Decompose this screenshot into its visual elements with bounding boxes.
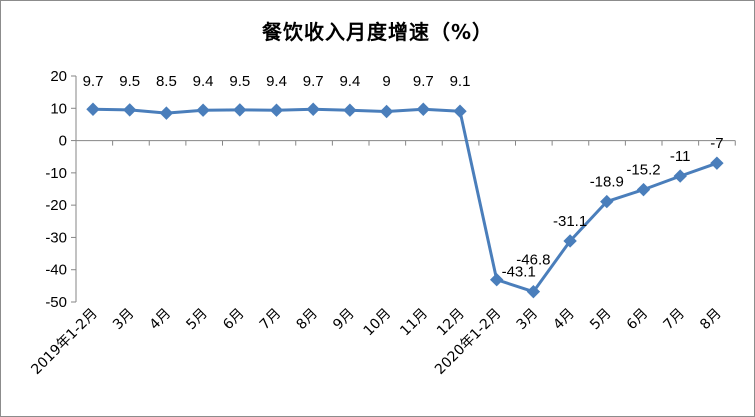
data-label: 9 [382,73,390,90]
x-tick-label: 9月 [330,306,358,334]
data-point [159,106,174,120]
data-point [489,273,504,287]
x-tick-label: 8月 [294,306,322,334]
x-tick-label: 7月 [661,306,689,334]
x-tick-label: 3月 [110,306,138,334]
data-label: 9.4 [266,73,287,90]
x-tick-label: 7月 [257,306,285,334]
data-label: -15.2 [626,162,660,179]
data-label: -43.1 [502,264,536,281]
data-point [710,156,724,170]
x-tick-label: 4月 [550,306,578,334]
x-tick-label: 10月 [361,306,395,340]
x-tick-label: 6月 [220,306,248,334]
chart-title: 餐饮收入月度增速（%） [261,20,494,44]
data-label: 9.7 [83,73,104,90]
data-label: -7 [710,135,723,152]
data-label: 9.5 [119,73,140,90]
data-point [306,102,320,116]
data-label: 9.1 [450,73,471,90]
x-tick-label: 3月 [514,306,542,334]
series-line [92,107,718,294]
y-tick-label: -20 [45,197,67,214]
data-label: -46.8 [516,252,550,269]
data-point [636,182,651,197]
data-label: 9.7 [303,73,324,90]
x-tick-label: 2020年1-2月 [432,306,504,378]
data-label: 9.4 [339,73,360,90]
x-tick-label: 11月 [397,306,431,340]
data-label: 9.4 [193,73,214,90]
y-tick-label: -30 [45,229,67,246]
x-tick-label: 2019年1-2月 [28,306,100,378]
data-label: 9.5 [229,73,250,90]
data-point [416,102,431,116]
x-tick-label: 4月 [147,306,175,334]
data-point [453,104,467,118]
data-label: -11 [670,148,691,165]
x-tick-label: 5月 [587,306,615,334]
data-point [196,103,210,117]
data-label: 8.5 [156,73,177,90]
data-label: -18.9 [590,174,624,191]
data-point [269,103,284,117]
data-label: 9.7 [413,73,434,90]
data-point [343,103,357,117]
data-point [563,234,577,248]
data-point [526,284,541,299]
y-tick-label: 10 [50,100,67,117]
data-label: -31.1 [553,213,587,230]
x-tick-label: 12月 [434,306,468,340]
y-tick-label: -50 [45,294,67,311]
data-point [673,169,687,183]
data-point [86,102,100,116]
x-tick-label: 5月 [183,306,211,334]
data-point [233,103,247,117]
y-tick-label: 20 [50,68,67,85]
x-tick-label: 6月 [624,306,652,334]
y-tick-label: 0 [59,133,67,150]
data-point [122,103,137,117]
y-tick-label: -40 [45,262,67,279]
y-tick-label: -10 [45,165,67,182]
data-point [600,194,614,209]
data-point [379,104,394,119]
x-tick-label: 8月 [697,306,725,334]
